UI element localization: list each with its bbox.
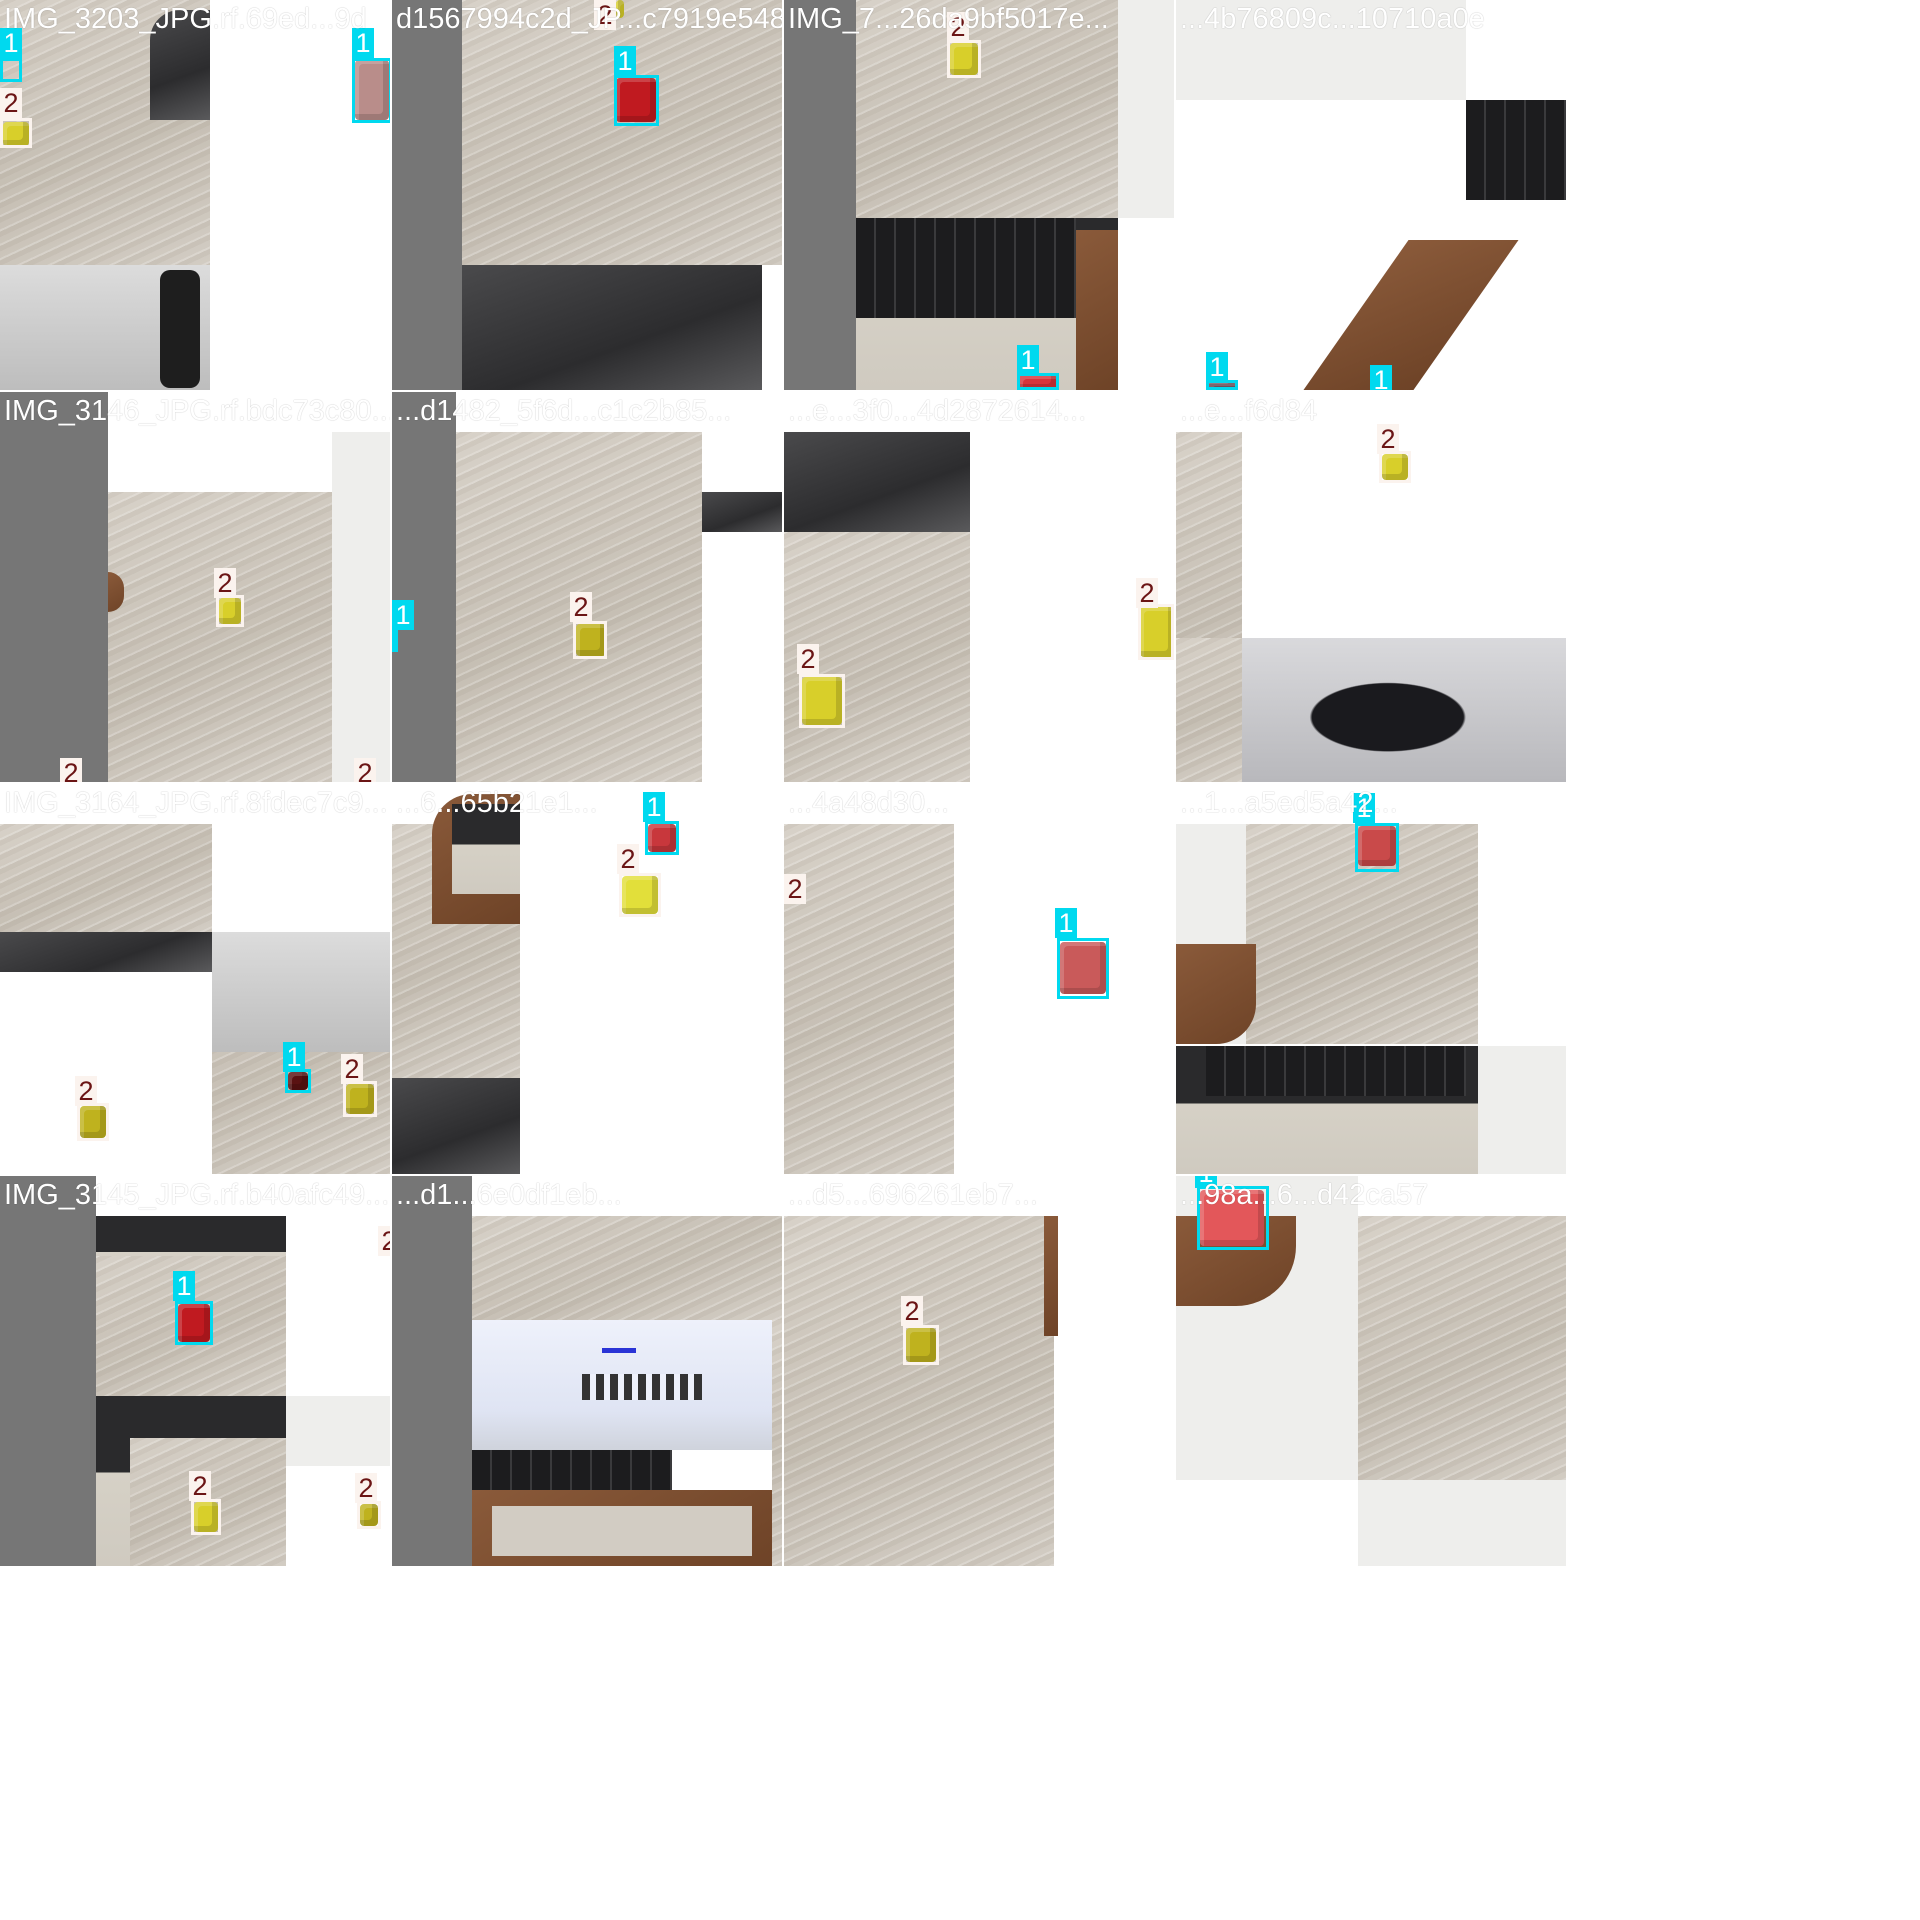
- mosaic-cell: 2 2 ...e...3f0...4d2872614...: [784, 392, 1174, 782]
- mosaic-grid: 1 2 1 IMG_3203_JPG.rf.69ed...9d 1 2 d156…: [0, 0, 1566, 1566]
- mosaic-cell: 1 ...98a...6...d42ca57: [1176, 1176, 1566, 1566]
- image-filename: ...e...f6d84: [1180, 395, 1318, 427]
- image-filename: ...4b76809c...10710a0e: [1180, 3, 1485, 35]
- mosaic-cell: 2 ...e...f6d84: [1176, 392, 1566, 782]
- mosaic-cell: 1 ...1...a5ed5a42...: [1176, 784, 1566, 1174]
- mosaic-cell: 2 ...d5...696261eb7...: [784, 1176, 1174, 1566]
- class-label-2: 2: [214, 568, 236, 598]
- class-label-1: 1: [614, 46, 636, 76]
- class-label-1: 1: [1195, 1176, 1217, 1188]
- image-filename: ...4a48d30...: [788, 787, 950, 819]
- class-label-2: 2: [1136, 578, 1158, 608]
- image-filename: ...d1...6e0df1eb...: [396, 1179, 622, 1211]
- image-filename: IMG_3145_JPG.rf.b40afc49...: [4, 1179, 390, 1211]
- image-filename: IMG_3203_JPG.rf.69ed...9d: [4, 3, 367, 35]
- class-label-1: 1: [1206, 352, 1228, 382]
- class-label-2: 2: [617, 844, 639, 874]
- mosaic-cell: 2 2 2 IMG_3146_JPG.rf.bdc73c80...: [0, 392, 390, 782]
- class-label-2: 2: [570, 592, 592, 622]
- image-filename: IMG_7...26da9bf5017e...: [788, 3, 1109, 35]
- image-filename: ...d5...696261eb7...: [788, 1179, 1038, 1211]
- image-filename: ...1...a5ed5a42...: [1180, 787, 1398, 819]
- class-label-2: 2: [947, 12, 969, 42]
- image-filename: ...e...3f0...4d2872614...: [788, 395, 1087, 427]
- image-filename: IMG_3146_JPG.rf.bdc73c80...: [4, 395, 390, 427]
- image-filename: ...98a...6...d42ca57: [1180, 1179, 1429, 1211]
- mosaic-cell: 2 1 IMG_7...26da9bf5017e...: [784, 0, 1174, 390]
- class-label-2: 2: [341, 1054, 363, 1084]
- class-label-1: 1: [0, 28, 22, 58]
- class-label-2: 2: [784, 874, 806, 904]
- class-label-1: 1: [1055, 908, 1077, 938]
- class-label-2: 2: [797, 644, 819, 674]
- mosaic-cell: 1 1 ...4b76809c...10710a0e: [1176, 0, 1566, 390]
- image-filename: d1567994c2d_JP...c7919e548e: [396, 3, 782, 35]
- class-label-2: 2: [901, 1296, 923, 1326]
- image-filename: IMG_3164_JPG.rf.8fdec7c9...: [4, 787, 388, 819]
- class-label-1: 1: [1370, 365, 1392, 390]
- class-label-1: 1: [1017, 345, 1039, 375]
- image-filename: ...6...65b21e1...: [396, 787, 598, 819]
- mosaic-cell: 1 2 2 2 IMG_3145_JPG.rf.b40afc49...: [0, 1176, 390, 1566]
- mosaic-cell: 1 2 1 IMG_3203_JPG.rf.69ed...9d: [0, 0, 390, 390]
- class-label-1: 1: [173, 1271, 195, 1301]
- mosaic-cell: 2 1 ...d1482_5f6d...c1c2b85...: [392, 392, 782, 782]
- mosaic-cell: 1 2 d1567994c2d_JP...c7919e548e: [392, 0, 782, 390]
- class-label-1: 1: [1353, 793, 1375, 823]
- class-label-1: 1: [643, 792, 665, 822]
- class-label-2: 2: [354, 758, 376, 782]
- class-label-2: 2: [189, 1471, 211, 1501]
- class-label-2: 2: [60, 758, 82, 782]
- class-label-2: 2: [75, 1076, 97, 1106]
- class-label-2: 2: [0, 88, 22, 118]
- mosaic-cell: 1 2 ...4a48d30...: [784, 784, 1174, 1174]
- mosaic-cell: 1 2 ...6...65b21e1...: [392, 784, 782, 1174]
- class-label-2: 2: [355, 1473, 377, 1503]
- mosaic-cell: ...d1...6e0df1eb...: [392, 1176, 782, 1566]
- class-label-2: 2: [594, 0, 616, 30]
- class-label-2: 2: [1377, 424, 1399, 454]
- class-label-1: 1: [392, 600, 414, 630]
- class-label-1: 1: [283, 1042, 305, 1072]
- class-label-1: 1: [352, 28, 374, 58]
- class-label-2: 2: [378, 1226, 390, 1256]
- image-filename: ...d1482_5f6d...c1c2b85...: [396, 395, 732, 427]
- mosaic-cell: 2 1 2 IMG_3164_JPG.rf.8fdec7c9...: [0, 784, 390, 1174]
